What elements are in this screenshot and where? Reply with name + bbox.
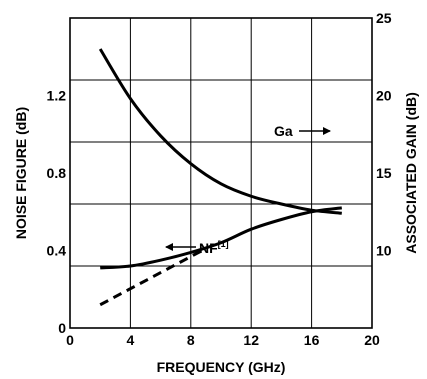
y-left-axis-title: NOISE FIGURE (dB)	[13, 107, 29, 239]
x-axis-title: FREQUENCY (GHz)	[157, 359, 286, 375]
y-left-tick-label: 1.2	[47, 88, 67, 104]
ga-annotation-label: Ga	[274, 123, 293, 139]
x-tick-label: 12	[243, 332, 259, 348]
y-right-axis-title: ASSOCIATED GAIN (dB)	[403, 92, 419, 254]
y-right-tick-label: 25	[376, 10, 392, 26]
series-nf-dashed-line	[99, 247, 207, 307]
series-layer	[98, 48, 342, 307]
plot-frame	[69, 17, 373, 329]
series-nf-solid-line	[100, 206, 342, 270]
y-right-tick-label: 10	[376, 243, 392, 259]
series-ga-solid-line	[98, 48, 342, 215]
y-right-tick-label: 20	[376, 88, 392, 104]
nf-annotation-text: NF	[199, 240, 218, 256]
x-tick-label: 20	[364, 332, 380, 348]
x-tick-label: 8	[187, 332, 195, 348]
x-tick-label: 16	[304, 332, 320, 348]
grid	[70, 18, 372, 328]
ticks-layer: 0 4 8 12 16 20 0 0.4 0.8 1.2 10 15 20 25	[47, 10, 392, 348]
x-tick-label: 4	[127, 332, 135, 348]
y-left-tick-label: 0	[58, 320, 66, 336]
nf-annotation-label: NF[1]	[199, 239, 229, 256]
y-left-tick-label: 0.4	[47, 243, 67, 259]
x-tick-label: 0	[66, 332, 74, 348]
y-left-tick-label: 0.8	[47, 165, 67, 181]
y-right-tick-label: 15	[376, 165, 392, 181]
nf-annotation-superscript: [1]	[218, 239, 229, 249]
